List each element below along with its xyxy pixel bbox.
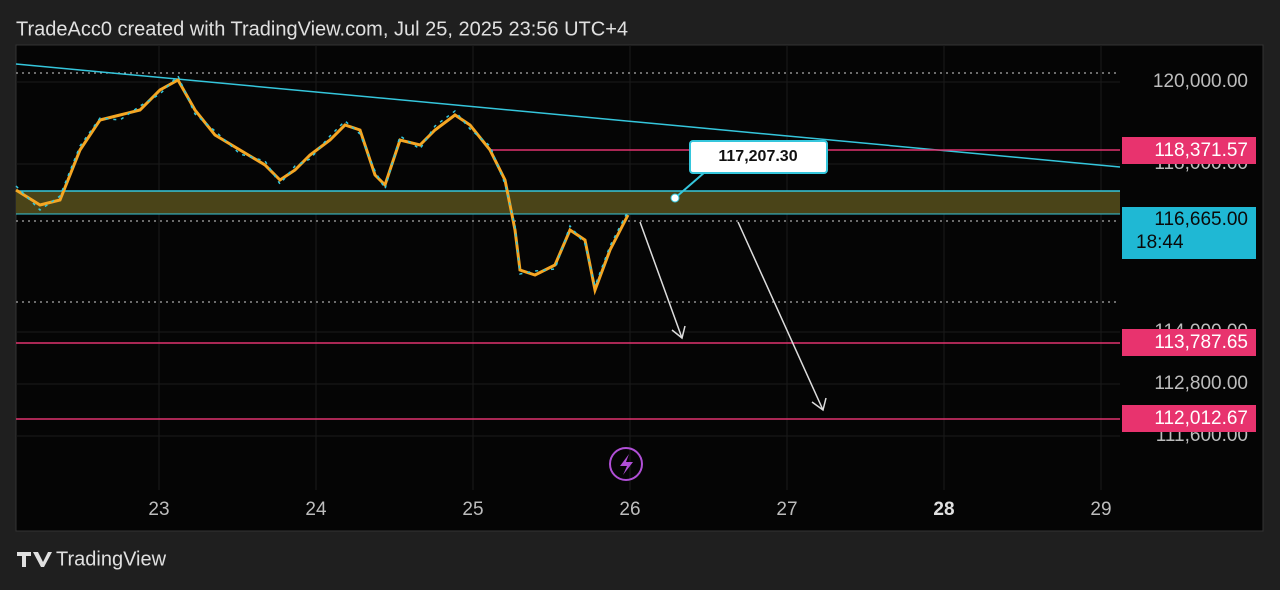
header-title: TradeAcc0 created with TradingView.com, … — [16, 18, 628, 40]
level-badge — [1122, 329, 1256, 356]
level-label: 116,665.00 — [1154, 209, 1248, 230]
callout-pointer — [674, 171, 706, 199]
time-label: 23 — [148, 499, 169, 520]
price-candles — [15, 77, 630, 296]
price-candles-up — [15, 74, 629, 289]
level-label: 118,371.57 — [1154, 140, 1248, 161]
time-label: 26 — [619, 499, 640, 520]
arrows — [639, 221, 827, 412]
brand-logo — [17, 552, 52, 567]
callout-box — [689, 140, 828, 174]
level-label: 112,012.67 — [1154, 408, 1248, 429]
zone — [16, 191, 1120, 214]
time-axis: 23 24 25 26 27 28 29 — [148, 499, 1111, 520]
grid — [16, 45, 1120, 490]
lightning-glyph — [620, 454, 633, 475]
level-badge — [1122, 207, 1256, 259]
time-label: 25 — [462, 499, 483, 520]
chart-pane — [15, 44, 1264, 532]
lightning-icon[interactable] — [609, 447, 643, 481]
dotted-levels — [16, 72, 1120, 303]
callout-label: 117,207.30 — [718, 148, 797, 165]
price-label: 120,000.00 — [1153, 71, 1248, 92]
countdown: 18:44 — [1136, 232, 1184, 253]
brand-name: TradingView — [56, 548, 167, 570]
level-badge — [1122, 137, 1256, 164]
level-label: 113,787.65 — [1154, 332, 1248, 353]
time-label: 29 — [1090, 499, 1111, 520]
price-label: 112,800.00 — [1154, 373, 1248, 394]
level-badge — [1122, 405, 1256, 432]
callout-anchor — [670, 193, 680, 203]
time-label: 28 — [933, 499, 954, 520]
time-label: 24 — [305, 499, 327, 520]
time-label: 27 — [776, 499, 797, 520]
